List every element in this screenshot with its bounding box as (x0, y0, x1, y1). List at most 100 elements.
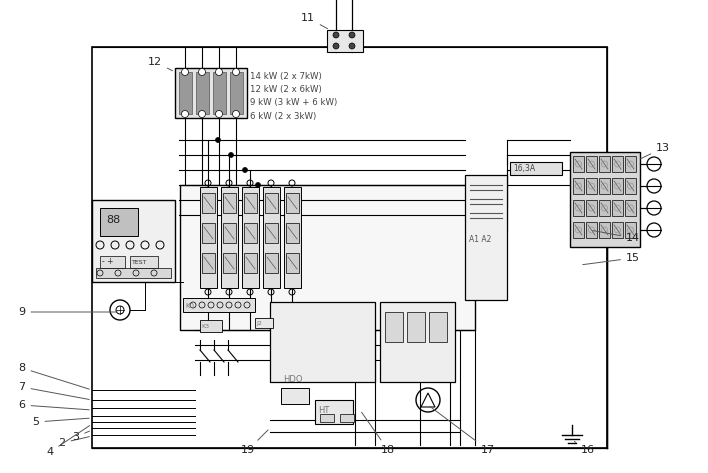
Bar (340, 414, 354, 422)
Bar (100, 208, 138, 236)
Bar (612, 178, 623, 194)
Text: 88: 88 (106, 215, 120, 225)
Bar (230, 72, 243, 114)
Circle shape (333, 43, 339, 49)
Bar (407, 312, 425, 342)
Text: 12: 12 (148, 57, 173, 71)
Bar (599, 200, 610, 216)
Bar (200, 320, 222, 332)
Bar (183, 298, 255, 312)
Text: 16: 16 (574, 441, 595, 455)
Bar (612, 222, 623, 238)
Bar (573, 178, 584, 194)
Text: 13: 13 (641, 143, 670, 159)
Bar (179, 72, 192, 114)
Bar (465, 175, 507, 300)
Bar (315, 400, 353, 424)
Bar (612, 200, 623, 216)
Text: 6: 6 (18, 400, 89, 410)
Bar (586, 178, 597, 194)
Bar (202, 193, 215, 213)
Bar (320, 414, 334, 422)
Text: 17: 17 (430, 407, 495, 455)
Bar (625, 178, 636, 194)
Bar (202, 223, 215, 243)
Text: 7: 7 (18, 382, 89, 400)
Bar (265, 223, 278, 243)
Bar (255, 318, 273, 328)
Text: - +: - + (102, 257, 113, 266)
Bar (284, 187, 301, 288)
Circle shape (215, 69, 222, 76)
Circle shape (181, 111, 188, 117)
Bar (92, 47, 607, 448)
Text: TEST: TEST (132, 260, 147, 264)
Circle shape (215, 138, 220, 142)
Bar (223, 253, 236, 273)
Bar (625, 200, 636, 216)
Bar (175, 68, 247, 118)
Bar (244, 193, 257, 213)
Text: 15: 15 (583, 253, 640, 264)
Circle shape (349, 43, 355, 49)
Circle shape (198, 69, 205, 76)
Bar (573, 156, 584, 172)
Circle shape (198, 111, 205, 117)
Bar (242, 187, 259, 288)
Text: 9: 9 (18, 307, 118, 317)
Bar (281, 388, 309, 404)
Bar (196, 72, 209, 114)
Circle shape (349, 32, 355, 38)
Bar (429, 312, 447, 342)
Text: 5: 5 (33, 417, 89, 427)
Bar (625, 156, 636, 172)
Bar (625, 222, 636, 238)
Text: 18: 18 (362, 412, 395, 455)
Bar (270, 302, 375, 382)
Text: HDO: HDO (283, 375, 302, 384)
Circle shape (243, 167, 248, 173)
Bar (570, 152, 640, 247)
Bar (599, 178, 610, 194)
Text: 16,3A: 16,3A (513, 165, 535, 174)
Text: K0: K0 (185, 303, 194, 309)
Bar (223, 223, 236, 243)
Text: 3: 3 (72, 431, 89, 442)
Text: J2: J2 (256, 321, 262, 325)
Bar (573, 200, 584, 216)
Circle shape (215, 111, 222, 117)
Text: 8: 8 (18, 363, 89, 389)
Circle shape (181, 69, 188, 76)
Text: 14 kW (2 x 7kW)
12 kW (2 x 6kW)
9 kW (3 kW + 6 kW)
6 kW (2 x 3kW): 14 kW (2 x 7kW) 12 kW (2 x 6kW) 9 kW (3 … (250, 72, 337, 121)
Circle shape (256, 183, 261, 187)
Bar (380, 302, 455, 382)
Bar (180, 185, 475, 330)
Bar (286, 193, 299, 213)
Bar (265, 253, 278, 273)
Bar (573, 222, 584, 238)
Bar (130, 256, 158, 268)
Bar (200, 187, 217, 288)
Bar (202, 253, 215, 273)
Text: 4: 4 (47, 426, 90, 457)
Text: 11: 11 (301, 13, 328, 29)
Bar (263, 187, 280, 288)
Bar (223, 193, 236, 213)
Bar (286, 223, 299, 243)
Bar (221, 187, 238, 288)
Text: 14: 14 (593, 230, 640, 243)
Circle shape (229, 152, 234, 158)
Text: K3: K3 (201, 324, 209, 329)
Circle shape (232, 111, 239, 117)
Text: 2: 2 (59, 437, 89, 448)
Bar (96, 268, 171, 278)
Circle shape (333, 32, 339, 38)
Bar (510, 162, 562, 175)
Bar (327, 30, 363, 52)
Bar (92, 200, 175, 282)
Bar (586, 156, 597, 172)
Bar (286, 253, 299, 273)
Bar (100, 256, 125, 268)
Circle shape (232, 69, 239, 76)
Bar (586, 200, 597, 216)
